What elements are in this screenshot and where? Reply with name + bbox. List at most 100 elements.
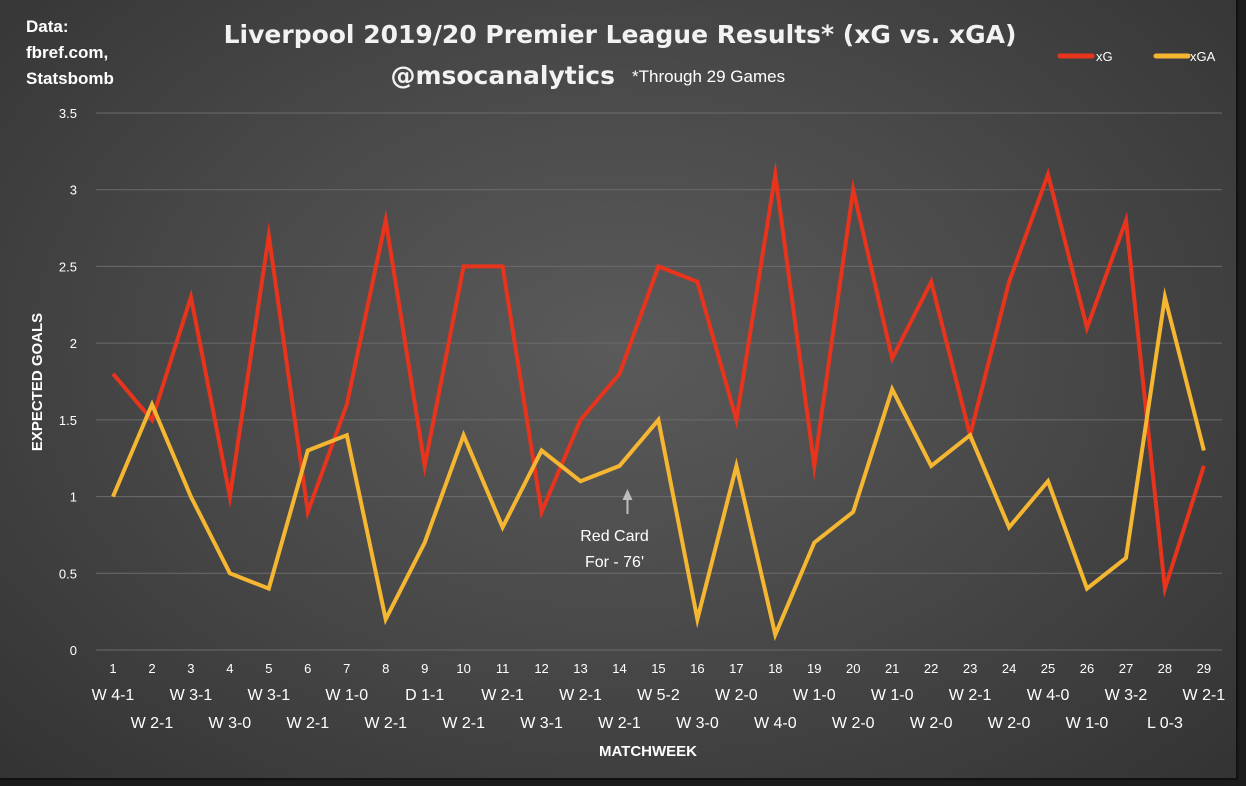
match-result-label: L 0-3 bbox=[1147, 715, 1183, 732]
data-point-xga bbox=[929, 464, 933, 468]
x-axis-ticks: 1 2 3 4 5 6 7 8 9 10 11 12 13 14 15 16 17 18 19 20 21 22 23 24 2… bbox=[109, 661, 1211, 676]
x-tick-label: 16 bbox=[690, 661, 704, 676]
series-line-xga bbox=[111, 286, 1206, 642]
match-result-label: W 2-1 bbox=[286, 715, 329, 732]
x-tick-label: 19 bbox=[807, 661, 821, 676]
y-tick-label: 2.5 bbox=[59, 259, 77, 274]
y-axis-label: EXPECTED GOALS bbox=[29, 313, 46, 451]
x-tick-label: 21 bbox=[885, 661, 899, 676]
data-point-xga bbox=[189, 495, 193, 499]
match-result-label: W 2-0 bbox=[832, 715, 875, 732]
data-point-xg bbox=[306, 510, 310, 514]
y-tick-label: 1 bbox=[70, 490, 77, 505]
data-point-xg bbox=[267, 234, 271, 238]
x-tick-label: 9 bbox=[421, 661, 428, 676]
data-point-xg bbox=[851, 188, 855, 192]
data-point-xg bbox=[1007, 280, 1011, 284]
x-tick-label: 17 bbox=[729, 661, 743, 676]
data-point-xg bbox=[423, 464, 427, 468]
match-result-label: W 3-1 bbox=[170, 687, 213, 704]
chart-title: Liverpool 2019/20 Premier League Results… bbox=[224, 20, 1017, 49]
match-result-label: W 2-1 bbox=[481, 687, 524, 704]
data-point-xg bbox=[617, 372, 621, 376]
data-point-xg bbox=[111, 372, 115, 376]
match-result-label: W 3-1 bbox=[520, 715, 563, 732]
match-result-label: W 1-0 bbox=[871, 687, 914, 704]
data-point-xga bbox=[1202, 449, 1206, 453]
x-tick-label: 24 bbox=[1002, 661, 1016, 676]
x-tick-label: 27 bbox=[1119, 661, 1133, 676]
data-point-xg bbox=[812, 464, 816, 468]
data-point-xg bbox=[1202, 464, 1206, 468]
data-point-xga bbox=[890, 387, 894, 391]
match-result-label: W 2-1 bbox=[442, 715, 485, 732]
data-point-xg bbox=[890, 356, 894, 360]
source-line-3: Statsbomb bbox=[26, 69, 114, 88]
red-card-annotation: Red Card For - 76' bbox=[580, 489, 649, 571]
data-point-xg bbox=[695, 280, 699, 284]
match-result-label: W 2-1 bbox=[1183, 687, 1226, 704]
data-point-xga bbox=[501, 525, 505, 529]
data-point-xg bbox=[773, 172, 777, 176]
data-point-xga bbox=[617, 464, 621, 468]
data-point-xga bbox=[1007, 525, 1011, 529]
x-axis-label: MATCHWEEK bbox=[599, 743, 697, 760]
source-line-2: fbref.com, bbox=[26, 43, 108, 62]
x-tick-label: 23 bbox=[963, 661, 977, 676]
data-point-xga bbox=[851, 510, 855, 514]
series-line-xg bbox=[111, 160, 1206, 599]
legend: xG xGA bbox=[1057, 49, 1216, 64]
legend-label-xg: xG bbox=[1096, 49, 1113, 64]
x-tick-label: 12 bbox=[534, 661, 548, 676]
data-point-xga bbox=[812, 541, 816, 545]
data-point-xga bbox=[345, 433, 349, 437]
x-tick-label: 2 bbox=[148, 661, 155, 676]
data-point-xg bbox=[345, 403, 349, 407]
data-point-xga bbox=[228, 571, 232, 575]
x-tick-label: 26 bbox=[1080, 661, 1094, 676]
x-tick-label: 14 bbox=[612, 661, 626, 676]
x-tick-label: 7 bbox=[343, 661, 350, 676]
data-point-xga bbox=[695, 617, 699, 621]
x-tick-label: 20 bbox=[846, 661, 860, 676]
data-point-xg bbox=[1163, 587, 1167, 591]
data-point-xg bbox=[384, 218, 388, 222]
data-point-xga bbox=[773, 633, 777, 637]
chart-note: *Through 29 Games bbox=[632, 67, 785, 86]
y-axis-ticks: 0 0.5 1 1.5 2 2.5 3 3.5 bbox=[59, 106, 77, 658]
data-point-xga bbox=[111, 495, 115, 499]
data-point-xga bbox=[579, 479, 583, 483]
y-tick-label: 2 bbox=[70, 336, 77, 351]
x-tick-label: 8 bbox=[382, 661, 389, 676]
match-result-label: W 3-0 bbox=[209, 715, 252, 732]
x-tick-label: 15 bbox=[651, 661, 665, 676]
data-point-xga bbox=[1163, 295, 1167, 299]
match-result-label: W 3-2 bbox=[1105, 687, 1148, 704]
x-tick-label: 3 bbox=[187, 661, 194, 676]
data-point-xg bbox=[1124, 218, 1128, 222]
x-tick-label: 11 bbox=[496, 661, 510, 676]
x-tick-label: 10 bbox=[456, 661, 470, 676]
source-line-1: Data: bbox=[26, 17, 69, 36]
match-result-label: W 2-1 bbox=[949, 687, 992, 704]
data-point-xga bbox=[1046, 479, 1050, 483]
match-result-label: W 3-0 bbox=[676, 715, 719, 732]
data-point-xg bbox=[540, 510, 544, 514]
match-result-label: W 2-1 bbox=[559, 687, 602, 704]
match-results: W 4-1 W 2-1 W 3-1 W 3-0 W 3-1 W 2-1 W 1-0 W 2-1… bbox=[92, 687, 1226, 732]
data-point-xg bbox=[228, 495, 232, 499]
data-point-xg bbox=[579, 418, 583, 422]
y-tick-label: 0 bbox=[70, 643, 77, 658]
match-result-label: W 4-0 bbox=[754, 715, 797, 732]
data-point-xga bbox=[267, 587, 271, 591]
match-result-label: W 4-0 bbox=[1027, 687, 1070, 704]
match-result-label: W 4-1 bbox=[92, 687, 135, 704]
data-point-xga bbox=[306, 449, 310, 453]
y-tick-label: 3.5 bbox=[59, 106, 77, 121]
x-tick-label: 4 bbox=[226, 661, 233, 676]
chart-subtitle: @msocanalytics bbox=[390, 61, 615, 90]
x-tick-label: 25 bbox=[1041, 661, 1055, 676]
y-tick-label: 3 bbox=[70, 183, 77, 198]
